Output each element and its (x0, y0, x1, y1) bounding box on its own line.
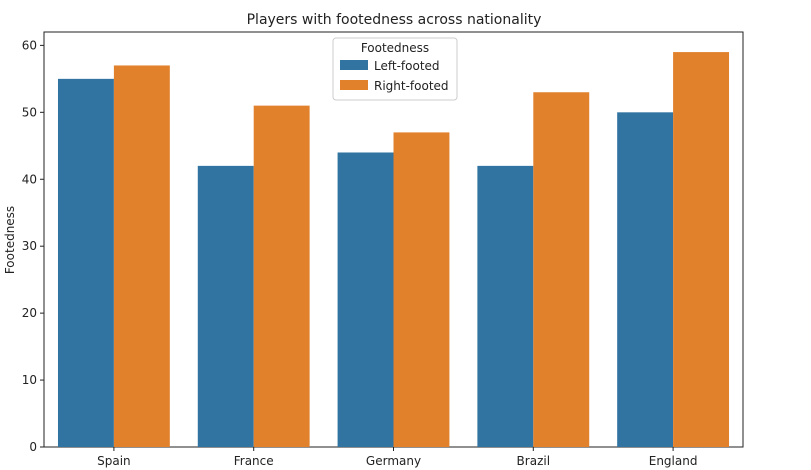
legend-swatch (340, 80, 368, 90)
y-tick-label: 0 (29, 440, 37, 454)
y-tick-label: 40 (22, 172, 37, 186)
x-axis-ticks: Spain France Germany Brazil England (97, 447, 697, 468)
x-tick-label: Spain (97, 454, 131, 468)
y-axis-label: Footedness (3, 206, 17, 274)
y-tick-label: 50 (22, 105, 37, 119)
bar-england-right-footed (673, 52, 730, 447)
bar-spain-right-footed (113, 65, 170, 447)
y-tick-label: 10 (22, 373, 37, 387)
legend-items: Left-footed Right-footed (340, 59, 449, 93)
bar-germany-right-footed (393, 132, 450, 447)
bar-brazil-right-footed (533, 92, 590, 447)
bar-france-right-footed (253, 105, 310, 448)
legend-title: Footedness (361, 41, 429, 55)
y-tick-label: 60 (22, 38, 37, 52)
chart-title: Players with footedness across nationali… (247, 12, 542, 28)
bar-spain-left-footed (57, 78, 114, 448)
bar-england-left-footed (617, 112, 674, 448)
x-tick-label: England (649, 454, 698, 468)
x-tick-label: Brazil (517, 454, 551, 468)
bar-brazil-left-footed (477, 165, 534, 447)
bars-group (57, 52, 730, 448)
legend-swatch (340, 60, 368, 70)
y-axis-ticks: 0 10 20 30 40 50 60 (22, 38, 44, 454)
bar-germany-left-footed (337, 152, 394, 447)
legend: Footedness Left-footed Right-footed (332, 37, 458, 101)
y-tick-label: 20 (22, 306, 37, 320)
bar-france-left-footed (197, 165, 254, 447)
legend-label: Right-footed (374, 79, 449, 93)
legend-label: Left-footed (374, 59, 440, 73)
x-tick-label: France (234, 454, 274, 468)
plot-area: 0 10 20 30 40 50 60 Spain France Germany Brazil En… (22, 31, 744, 468)
y-tick-label: 30 (22, 239, 37, 253)
x-tick-label: Germany (366, 454, 421, 468)
